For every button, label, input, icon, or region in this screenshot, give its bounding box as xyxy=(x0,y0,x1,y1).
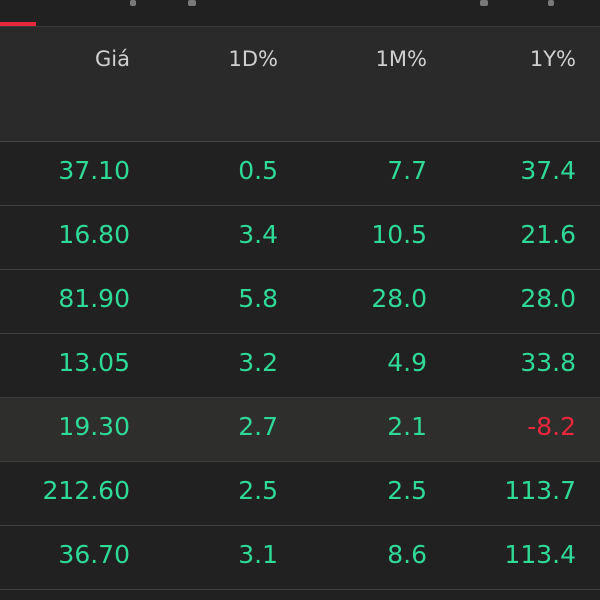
cell-1y: 113.7 xyxy=(504,476,576,505)
cell-1d: 2.7 xyxy=(238,412,278,441)
top-tab-bar xyxy=(0,0,600,27)
cell-1m: 28.0 xyxy=(371,284,427,313)
cell-gia: 212.60 xyxy=(42,476,130,505)
cell-1y: 33.8 xyxy=(520,348,576,377)
column-header-1y[interactable]: 1Y% xyxy=(529,47,576,71)
cell-1d: 2.5 xyxy=(238,476,278,505)
cell-1d: 3.2 xyxy=(238,348,278,377)
cell-1d: 3.4 xyxy=(238,220,278,249)
cell-gia: 16.80 xyxy=(58,220,130,249)
column-header-gia[interactable]: Giá xyxy=(95,47,130,71)
header-divider xyxy=(0,141,600,142)
cell-1m: 8.6 xyxy=(387,540,427,569)
cropped-tab-label-fragment xyxy=(548,0,554,6)
cell-1y: -8.2 xyxy=(527,412,576,441)
cell-1y: 21.6 xyxy=(520,220,576,249)
cell-1y: 113.4 xyxy=(504,540,576,569)
cell-1m: 2.5 xyxy=(387,476,427,505)
column-header-1m[interactable]: 1M% xyxy=(375,47,427,71)
table-row[interactable]: 37.10 0.5 7.7 37.4 xyxy=(0,142,600,206)
cell-gia: 37.10 xyxy=(58,156,130,185)
cell-1m: 10.5 xyxy=(371,220,427,249)
cell-gia: 13.05 xyxy=(58,348,130,377)
cropped-tab-label-fragment xyxy=(130,0,136,6)
cell-1d: 5.8 xyxy=(238,284,278,313)
cell-gia: 36.70 xyxy=(58,540,130,569)
table-row[interactable]: 19.30 2.7 2.1 -8.2 xyxy=(0,398,600,462)
column-header-1d[interactable]: 1D% xyxy=(228,47,279,71)
cell-1y: 37.4 xyxy=(520,156,576,185)
table-header: Giá 1D% 1M% 1Y% xyxy=(0,27,600,141)
cell-1y: 28.0 xyxy=(520,284,576,313)
table-row[interactable]: 81.90 5.8 28.0 28.0 xyxy=(0,270,600,334)
active-tab-indicator xyxy=(0,22,36,26)
table-row[interactable]: 13.05 3.2 4.9 33.8 xyxy=(0,334,600,398)
table-row[interactable]: 16.80 3.4 10.5 21.6 xyxy=(0,206,600,270)
cell-1d: 0.5 xyxy=(238,156,278,185)
cell-gia: 81.90 xyxy=(58,284,130,313)
cell-1m: 7.7 xyxy=(387,156,427,185)
table-row[interactable]: 212.60 2.5 2.5 113.7 xyxy=(0,462,600,526)
cropped-tab-label-fragment xyxy=(480,0,488,6)
cell-1d: 3.1 xyxy=(238,540,278,569)
cell-1m: 4.9 xyxy=(387,348,427,377)
table-row[interactable]: 36.70 3.1 8.6 113.4 xyxy=(0,526,600,590)
cropped-tab-label-fragment xyxy=(188,0,196,6)
cell-1m: 2.1 xyxy=(387,412,427,441)
cell-gia: 19.30 xyxy=(58,412,130,441)
tab-bar-divider xyxy=(0,26,600,27)
